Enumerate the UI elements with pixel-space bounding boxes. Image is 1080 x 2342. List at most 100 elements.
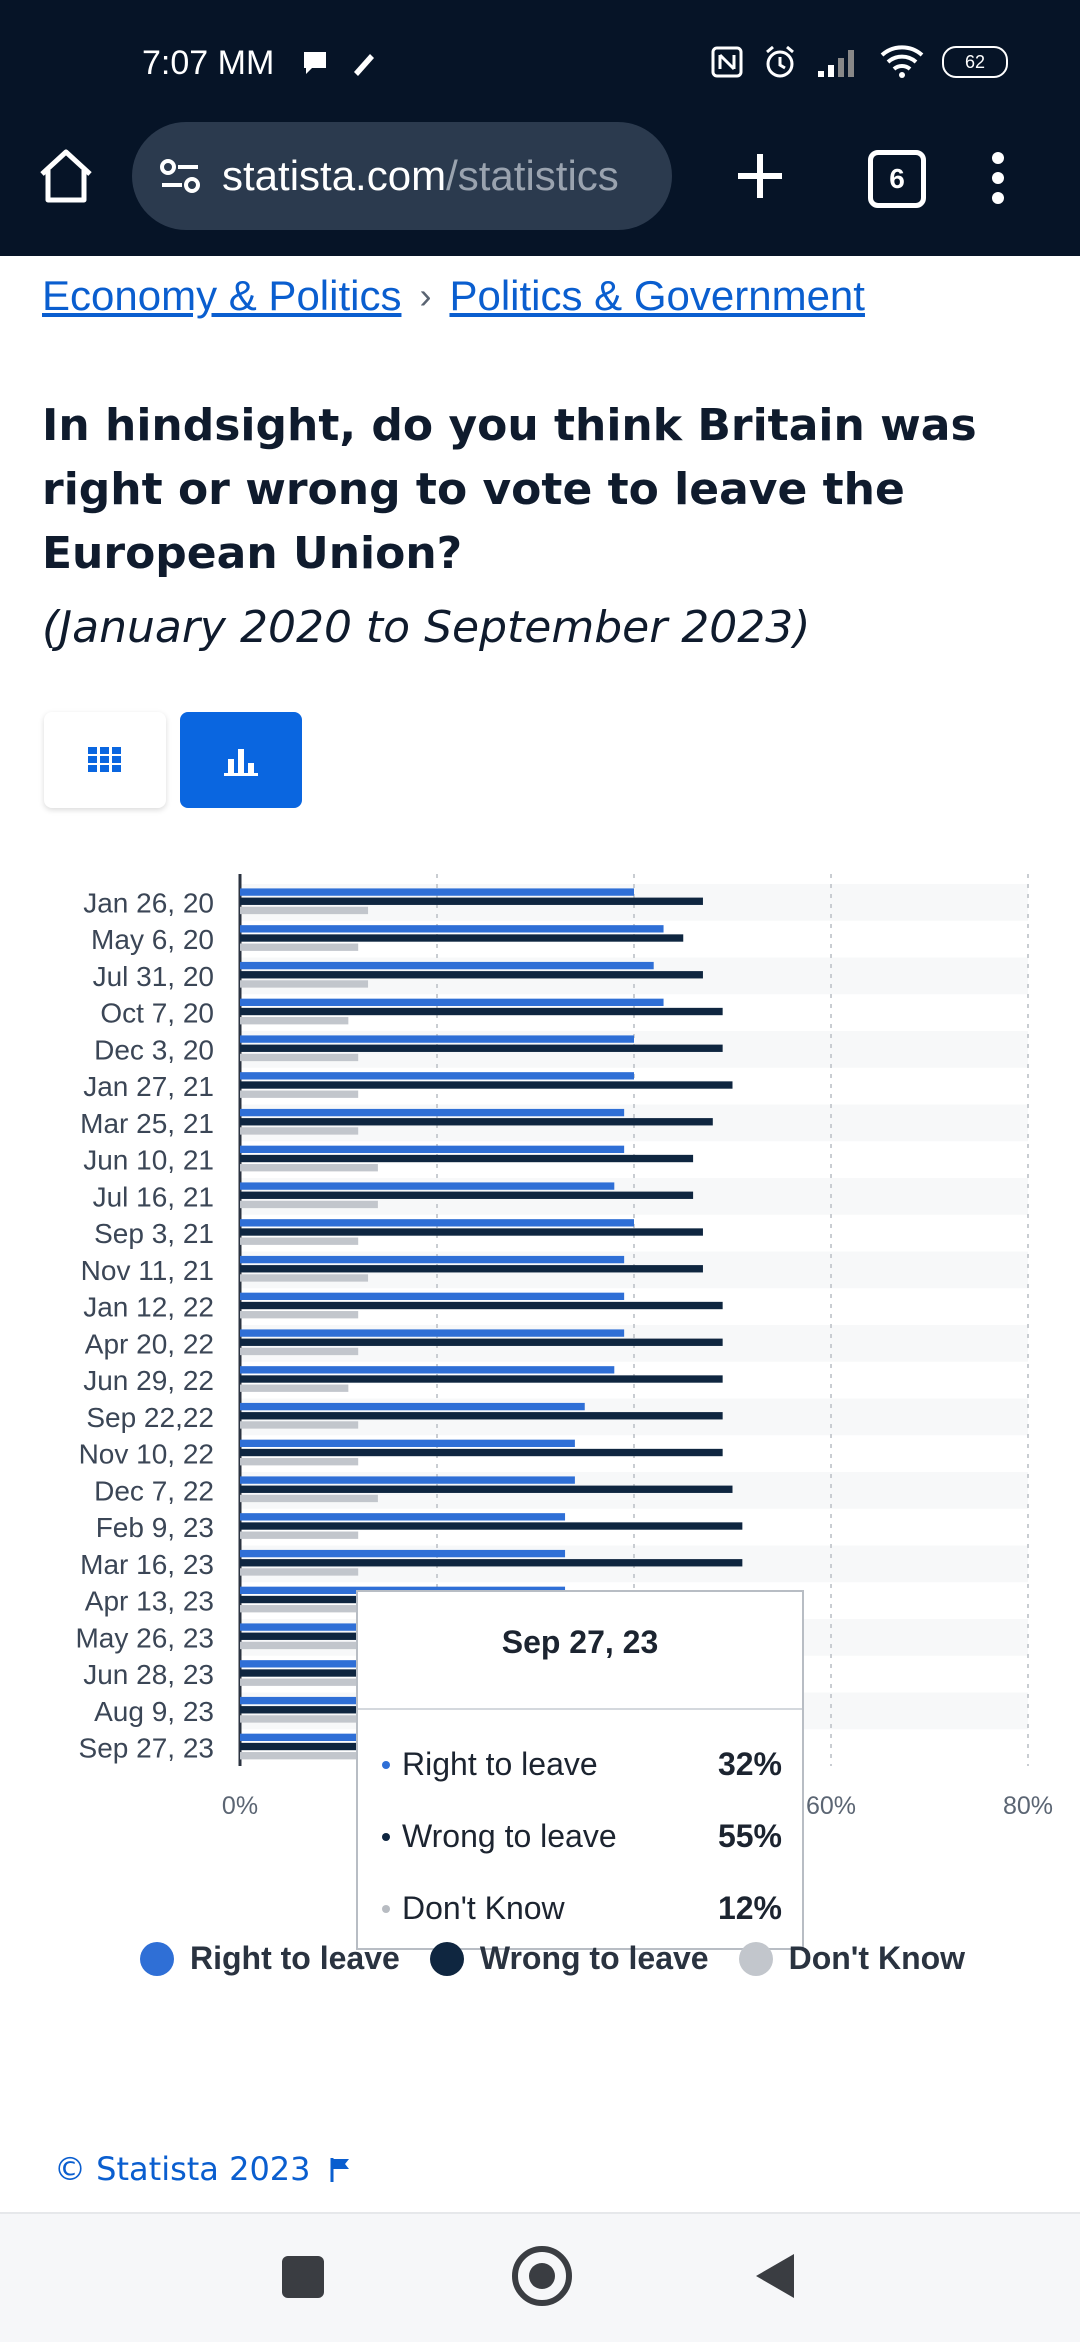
bar <box>240 1421 359 1429</box>
table-view-button[interactable] <box>44 712 166 808</box>
bar <box>240 1200 378 1209</box>
bar <box>240 1219 634 1227</box>
breadcrumb-politics-government[interactable]: Politics & Government <box>449 272 865 319</box>
chart-legend: Right to leave Wrong to leave Don't Know <box>140 1940 965 1977</box>
y-tick-label: Jan 26, 20 <box>83 887 214 918</box>
y-tick-label: May 26, 23 <box>75 1622 214 1653</box>
tooltip-label: Don't Know <box>402 1890 565 1926</box>
y-tick-label: Apr 20, 22 <box>85 1328 214 1359</box>
bar <box>240 998 664 1007</box>
bar <box>240 971 703 979</box>
bar <box>240 888 634 896</box>
bar <box>240 1384 349 1392</box>
bar <box>240 1265 703 1273</box>
bar <box>240 925 664 933</box>
bar <box>240 1044 723 1052</box>
y-tick-label: May 6, 20 <box>91 924 214 955</box>
breadcrumb-separator: › <box>419 275 432 316</box>
copyright[interactable]: © Statista 2023 <box>54 2150 351 2188</box>
bar <box>240 1145 625 1154</box>
bar <box>240 906 369 915</box>
bar <box>240 1678 369 1686</box>
breadcrumb-economy-politics[interactable]: Economy & Politics <box>42 272 402 319</box>
site-settings-icon[interactable] <box>156 151 206 201</box>
tooltip-value: 12% <box>717 1890 782 1926</box>
y-tick-label: Jul 31, 20 <box>93 961 214 992</box>
copyright-text: © Statista 2023 <box>54 2150 311 2188</box>
x-tick-label: 80% <box>1003 1792 1053 1820</box>
bar <box>240 1164 378 1172</box>
bar <box>240 1375 723 1383</box>
back-icon[interactable] <box>756 2254 794 2298</box>
system-nav-bar <box>0 2212 1080 2342</box>
y-tick-label: Apr 13, 23 <box>85 1586 214 1617</box>
more-menu-icon[interactable] <box>988 150 1008 206</box>
bar <box>240 934 684 942</box>
y-tick-label: Oct 7, 20 <box>100 998 214 1029</box>
url-text: statista.com/statistics <box>222 152 619 199</box>
bar <box>240 1513 566 1521</box>
legend-item-right[interactable]: Right to leave <box>140 1940 400 1977</box>
bar <box>240 1090 359 1098</box>
bar <box>240 943 359 951</box>
bar <box>240 1347 359 1356</box>
status-time: 7:07 MM <box>142 44 275 82</box>
app-notification-icon <box>354 54 374 76</box>
tooltip-dot-right <box>382 1760 390 1769</box>
bar <box>240 1402 585 1411</box>
chart-view-button[interactable] <box>180 712 302 808</box>
bar <box>240 1448 723 1457</box>
legend-label: Don't Know <box>788 1940 966 1976</box>
bar <box>240 1081 733 1089</box>
bar <box>240 1255 625 1264</box>
home-icon[interactable] <box>36 146 96 206</box>
legend-item-wrong[interactable]: Wrong to leave <box>429 1940 709 1977</box>
alarm-icon <box>766 45 794 78</box>
x-tick-label: 0% <box>222 1792 258 1820</box>
bar <box>240 1118 713 1126</box>
tooltip-value: 55% <box>717 1818 782 1854</box>
address-bar[interactable]: statista.com/statistics <box>132 122 672 230</box>
y-tick-label: Jul 16, 21 <box>93 1181 214 1212</box>
tooltip-date: Sep 27, 23 <box>501 1624 659 1660</box>
y-tick-label: Nov 11, 21 <box>81 1255 214 1286</box>
y-tick-label: Feb 9, 23 <box>96 1512 214 1543</box>
bar <box>240 1531 359 1539</box>
bar <box>240 897 703 905</box>
bar <box>240 1485 733 1493</box>
bar <box>240 1072 634 1080</box>
battery-indicator: 62 <box>942 46 1008 78</box>
bar <box>240 1035 634 1043</box>
y-tick-label: Jan 27, 21 <box>83 1071 214 1102</box>
bar <box>240 1605 359 1613</box>
tooltip-row-wrong: Wrong to leave 55% <box>382 1818 782 1855</box>
y-tick-label: Dec 7, 22 <box>94 1475 214 1506</box>
legend-item-dontknow[interactable]: Don't Know <box>738 1940 966 1977</box>
bar <box>240 1412 723 1420</box>
tooltip-dot-wrong <box>382 1832 390 1841</box>
new-tab-icon[interactable] <box>732 148 788 204</box>
browser-chrome: 7:07 MM 62 statista.com/statistics 6 <box>0 0 1080 256</box>
bar <box>240 1191 694 1199</box>
home-nav-icon[interactable] <box>512 2246 572 2306</box>
bar <box>240 1329 625 1337</box>
page-title: In hindsight, do you think Britain was r… <box>42 400 977 579</box>
bar <box>240 1228 703 1236</box>
bar <box>240 1182 615 1190</box>
breadcrumb: Economy & Politics › Politics & Governme… <box>42 272 865 320</box>
legend-dot-right <box>140 1941 174 1976</box>
wifi-icon <box>880 45 924 78</box>
y-tick-label: Dec 3, 20 <box>94 1034 214 1065</box>
recent-apps-icon[interactable] <box>282 2256 324 2298</box>
y-tick-label: Sep 3, 21 <box>94 1218 214 1249</box>
y-tick-label: Sep 27, 23 <box>79 1733 214 1764</box>
bar <box>240 980 369 988</box>
flag-icon[interactable] <box>329 2156 351 2182</box>
tooltip-row-right: Right to leave 32% <box>382 1746 782 1783</box>
y-tick-label: Sep 22,22 <box>86 1402 214 1433</box>
tab-switcher-button[interactable]: 6 <box>868 150 926 208</box>
bar <box>240 1549 566 1558</box>
bar <box>240 1476 575 1484</box>
y-tick-label: Mar 25, 21 <box>80 1108 214 1139</box>
bar <box>240 1458 359 1466</box>
